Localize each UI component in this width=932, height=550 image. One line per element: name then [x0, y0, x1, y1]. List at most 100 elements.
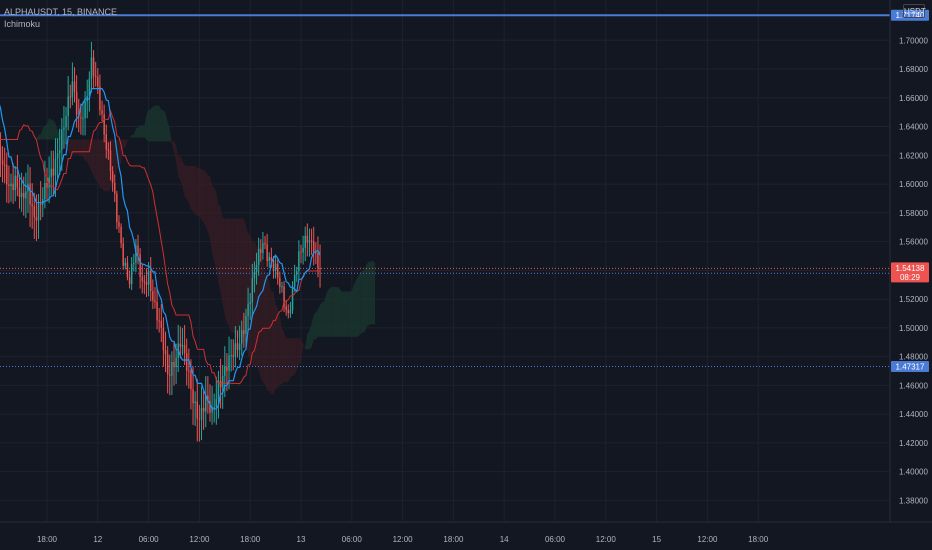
candle-body[interactable]: [113, 182, 116, 194]
candle-body[interactable]: [39, 204, 42, 206]
candle-body[interactable]: [61, 129, 63, 151]
candle-body[interactable]: [249, 302, 251, 304]
candle-body[interactable]: [128, 277, 131, 284]
candle-body[interactable]: [10, 183, 12, 187]
candle-body[interactable]: [133, 262, 135, 264]
candle-body[interactable]: [298, 251, 300, 272]
candle-body[interactable]: [103, 114, 105, 135]
candle-body[interactable]: [236, 343, 239, 350]
candle-body[interactable]: [257, 248, 260, 265]
candle-body[interactable]: [97, 76, 99, 87]
candle-body[interactable]: [154, 300, 156, 303]
candle-body[interactable]: [253, 271, 256, 279]
candle-body[interactable]: [247, 303, 249, 316]
candle-body[interactable]: [8, 184, 10, 187]
candle-body[interactable]: [141, 276, 143, 282]
candle-body[interactable]: [44, 183, 46, 200]
candle-body[interactable]: [262, 243, 264, 253]
candle-body[interactable]: [188, 370, 190, 372]
candle-body[interactable]: [308, 240, 311, 243]
candle-body[interactable]: [126, 262, 129, 278]
candle-body[interactable]: [266, 244, 268, 262]
candle-body[interactable]: [16, 175, 19, 188]
candle-body[interactable]: [306, 235, 309, 243]
candle-body[interactable]: [124, 262, 127, 266]
candle-body[interactable]: [31, 204, 33, 207]
candle-body[interactable]: [82, 118, 84, 120]
candle-body[interactable]: [317, 252, 319, 269]
candle-body[interactable]: [296, 271, 298, 275]
candle-body[interactable]: [25, 191, 27, 199]
candle-body[interactable]: [109, 150, 112, 172]
candle-body[interactable]: [179, 343, 182, 347]
candle-body[interactable]: [92, 57, 95, 76]
candle-body[interactable]: [243, 330, 245, 334]
candle-body[interactable]: [90, 57, 93, 79]
candle-body[interactable]: [312, 241, 315, 253]
candle-body[interactable]: [29, 183, 31, 205]
candle-body[interactable]: [238, 343, 241, 350]
candle-body[interactable]: [99, 86, 101, 111]
candle-body[interactable]: [185, 353, 188, 371]
candle-body[interactable]: [130, 263, 133, 284]
candle-body[interactable]: [50, 168, 52, 178]
candle-body[interactable]: [56, 153, 59, 159]
candle-body[interactable]: [192, 389, 194, 404]
candle-body[interactable]: [137, 245, 139, 254]
candle-body[interactable]: [304, 235, 306, 248]
candle-body[interactable]: [80, 117, 82, 119]
candle-body[interactable]: [281, 286, 283, 288]
candle-body[interactable]: [94, 75, 97, 77]
candle-body[interactable]: [276, 263, 279, 278]
candle-body[interactable]: [135, 245, 137, 263]
candle-body[interactable]: [37, 204, 40, 221]
candle-body[interactable]: [183, 345, 186, 354]
candle-body[interactable]: [260, 248, 262, 253]
candle-body[interactable]: [245, 315, 247, 334]
candle-body[interactable]: [139, 253, 141, 277]
candle-body[interactable]: [264, 243, 266, 245]
candle-body[interactable]: [122, 243, 124, 266]
candle-body[interactable]: [251, 278, 254, 303]
candle-body[interactable]: [0, 146, 2, 161]
candle-body[interactable]: [213, 406, 215, 408]
candle-body[interactable]: [173, 362, 175, 368]
candle-body[interactable]: [319, 268, 321, 270]
candle-body[interactable]: [88, 78, 91, 97]
candle-body[interactable]: [205, 395, 207, 412]
candle-body[interactable]: [171, 362, 173, 376]
candle-body[interactable]: [228, 355, 230, 371]
candle-body[interactable]: [42, 199, 44, 205]
candle-body[interactable]: [101, 110, 103, 115]
candle-body[interactable]: [310, 240, 313, 242]
candle-body[interactable]: [63, 127, 65, 130]
candle-body[interactable]: [14, 175, 16, 191]
candle-body[interactable]: [116, 193, 118, 222]
candle-body[interactable]: [3, 164, 6, 166]
candle-body[interactable]: [18, 187, 21, 198]
candle-body[interactable]: [65, 116, 67, 128]
candle-body[interactable]: [285, 306, 287, 310]
candle-body[interactable]: [289, 310, 292, 314]
candle-body[interactable]: [164, 350, 167, 355]
candle-body[interactable]: [52, 168, 55, 176]
candle-body[interactable]: [209, 401, 211, 413]
candle-body[interactable]: [283, 286, 285, 307]
candle-body[interactable]: [268, 257, 270, 262]
candle-body[interactable]: [162, 327, 165, 351]
candle-body[interactable]: [73, 81, 76, 92]
candle-body[interactable]: [175, 357, 177, 368]
candle-body[interactable]: [221, 375, 224, 388]
candle-body[interactable]: [84, 101, 86, 119]
candle-body[interactable]: [169, 374, 171, 376]
candle-body[interactable]: [181, 345, 184, 347]
candle-body[interactable]: [279, 277, 281, 288]
candle-body[interactable]: [54, 158, 57, 176]
symbol-title[interactable]: ALPHAUSDT, 15, BINANCE: [4, 7, 118, 17]
candle-body[interactable]: [149, 270, 152, 292]
candle-body[interactable]: [302, 247, 304, 253]
candle-body[interactable]: [111, 171, 114, 183]
candle-body[interactable]: [107, 149, 110, 151]
candle-body[interactable]: [143, 281, 146, 283]
candle-body[interactable]: [190, 370, 192, 390]
